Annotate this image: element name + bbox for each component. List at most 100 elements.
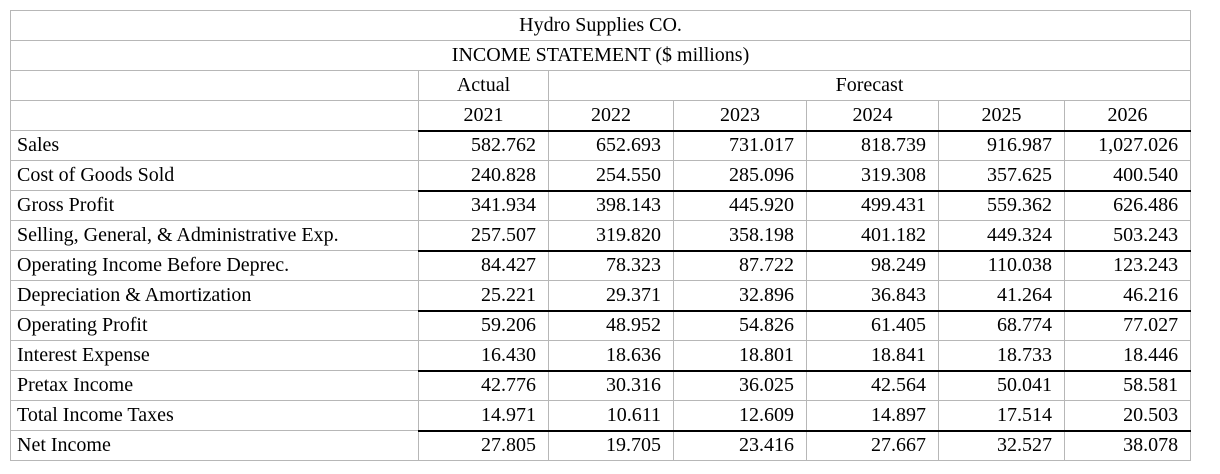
- value-cell: 357.625: [938, 160, 1065, 192]
- empty-corner-cell: [10, 70, 419, 101]
- row-label: Selling, General, & Administrative Exp.: [10, 220, 419, 251]
- value-cell: 341.934: [418, 190, 549, 221]
- company-title-row: Hydro Supplies CO.: [9, 10, 1192, 41]
- row-label: Cost of Goods Sold: [10, 160, 419, 191]
- row-label: Gross Profit: [10, 190, 419, 221]
- row-label: Operating Profit: [10, 310, 419, 341]
- column-group-header-row: Actual Forecast: [10, 70, 1192, 101]
- row-label: Operating Income Before Deprec.: [10, 250, 419, 281]
- income-table-body: Sales 582.762 652.693 731.017 818.739 916.987…: [10, 130, 1192, 461]
- value-cell: 46.216: [1063, 280, 1192, 312]
- value-cell: 20.503: [1063, 400, 1192, 432]
- table-row: Selling, General, & Administrative Exp. 2…: [10, 220, 1192, 252]
- table-row: Operating Profit 59.206 48.952 54.826 61.405…: [10, 310, 1192, 341]
- value-cell: 68.774: [938, 310, 1065, 341]
- value-cell: 401.182: [806, 220, 939, 252]
- table-row: Sales 582.762 652.693 731.017 818.739 916.987…: [10, 130, 1192, 161]
- value-cell: 61.405: [806, 310, 939, 341]
- year-header-2026: 2026: [1063, 100, 1192, 132]
- value-cell: 240.828: [418, 160, 549, 192]
- value-cell: 626.486: [1063, 190, 1192, 221]
- value-cell: 254.550: [548, 160, 674, 192]
- company-title: Hydro Supplies CO.: [9, 10, 1192, 41]
- value-cell: 25.221: [418, 280, 549, 312]
- value-cell: 18.733: [938, 340, 1065, 372]
- empty-corner-cell: [10, 100, 419, 131]
- table-row: Depreciation & Amortization 25.221 29.371 3…: [10, 280, 1192, 312]
- value-cell: 42.776: [418, 370, 549, 401]
- value-cell: 77.027: [1063, 310, 1192, 341]
- table-row: Pretax Income 42.776 30.316 36.025 42.564 50.…: [10, 370, 1192, 401]
- table-row: Total Income Taxes 14.971 10.611 12.609 14.8…: [10, 400, 1192, 432]
- value-cell: 110.038: [938, 250, 1065, 281]
- value-cell: 59.206: [418, 310, 549, 341]
- table-row: Cost of Goods Sold 240.828 254.550 285.096 3…: [10, 160, 1192, 192]
- value-cell: 123.243: [1063, 250, 1192, 281]
- value-cell: 319.308: [806, 160, 939, 192]
- value-cell: 36.843: [806, 280, 939, 312]
- value-cell: 10.611: [548, 400, 674, 432]
- value-cell: 398.143: [548, 190, 674, 221]
- value-cell: 582.762: [418, 130, 549, 161]
- value-cell: 29.371: [548, 280, 674, 312]
- row-label: Pretax Income: [10, 370, 419, 401]
- value-cell: 17.514: [938, 400, 1065, 432]
- value-cell: 731.017: [673, 130, 807, 161]
- table-row: Net Income 27.805 19.705 23.416 27.667 32.527…: [10, 430, 1192, 461]
- value-cell: 18.801: [673, 340, 807, 372]
- year-header-2022: 2022: [548, 100, 674, 132]
- year-header-2024: 2024: [806, 100, 939, 132]
- value-cell: 42.564: [806, 370, 939, 401]
- value-cell: 27.667: [806, 430, 939, 461]
- value-cell: 652.693: [548, 130, 674, 161]
- value-cell: 32.527: [938, 430, 1065, 461]
- forecast-group-header: Forecast: [547, 70, 1192, 101]
- value-cell: 50.041: [938, 370, 1065, 401]
- table-row: Operating Income Before Deprec. 84.427 78.…: [10, 250, 1192, 281]
- value-cell: 48.952: [548, 310, 674, 341]
- value-cell: 14.971: [418, 400, 549, 432]
- row-label: Total Income Taxes: [10, 400, 419, 431]
- value-cell: 41.264: [938, 280, 1065, 312]
- actual-group-header: Actual: [418, 70, 549, 101]
- value-cell: 319.820: [548, 220, 674, 252]
- value-cell: 87.722: [673, 250, 807, 281]
- value-cell: 78.323: [548, 250, 674, 281]
- row-label: Interest Expense: [10, 340, 419, 371]
- value-cell: 257.507: [418, 220, 549, 252]
- value-cell: 1,027.026: [1063, 130, 1192, 161]
- value-cell: 285.096: [673, 160, 807, 192]
- value-cell: 54.826: [673, 310, 807, 341]
- value-cell: 14.897: [806, 400, 939, 432]
- value-cell: 449.324: [938, 220, 1065, 252]
- value-cell: 12.609: [673, 400, 807, 432]
- table-row: Gross Profit 341.934 398.143 445.920 499.431…: [10, 190, 1192, 221]
- year-header-2025: 2025: [938, 100, 1065, 132]
- value-cell: 58.581: [1063, 370, 1192, 401]
- year-header-row: 2021 2022 2023 2024 2025 2026: [10, 100, 1192, 132]
- value-cell: 499.431: [806, 190, 939, 221]
- value-cell: 30.316: [548, 370, 674, 401]
- value-cell: 23.416: [673, 430, 807, 461]
- value-cell: 98.249: [806, 250, 939, 281]
- income-statement-table: Hydro Supplies CO. INCOME STATEMENT ($ m…: [9, 10, 1192, 461]
- row-label: Depreciation & Amortization: [10, 280, 419, 311]
- value-cell: 84.427: [418, 250, 549, 281]
- value-cell: 818.739: [806, 130, 939, 161]
- year-header-2023: 2023: [673, 100, 807, 132]
- value-cell: 358.198: [673, 220, 807, 252]
- value-cell: 38.078: [1063, 430, 1192, 461]
- statement-title: INCOME STATEMENT ($ millions): [9, 40, 1192, 71]
- value-cell: 16.430: [418, 340, 549, 372]
- row-label: Sales: [10, 130, 419, 161]
- value-cell: 400.540: [1063, 160, 1192, 192]
- value-cell: 36.025: [673, 370, 807, 401]
- value-cell: 19.705: [548, 430, 674, 461]
- row-label: Net Income: [10, 430, 419, 461]
- value-cell: 559.362: [938, 190, 1065, 221]
- statement-title-row: INCOME STATEMENT ($ millions): [9, 40, 1192, 71]
- value-cell: 445.920: [673, 190, 807, 221]
- value-cell: 916.987: [938, 130, 1065, 161]
- value-cell: 32.896: [673, 280, 807, 312]
